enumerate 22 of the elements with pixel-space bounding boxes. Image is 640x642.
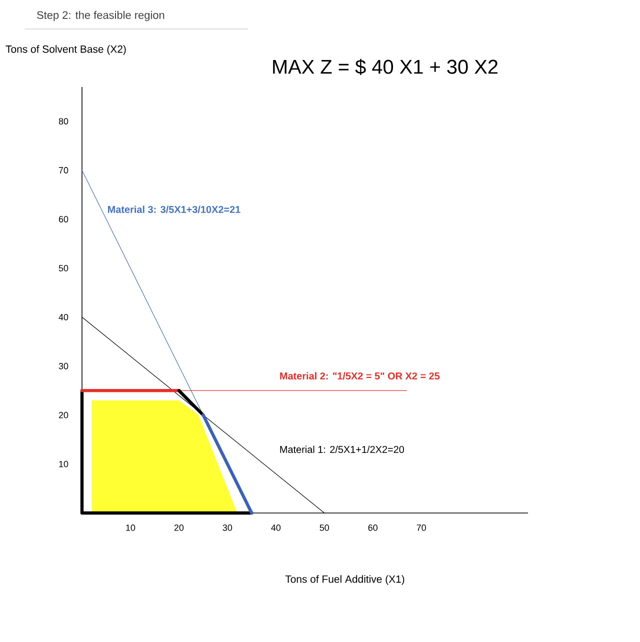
y-tick-label: 20 — [58, 412, 68, 418]
y-tick-label: 50 — [58, 264, 68, 272]
y-tick-label: 40 — [58, 314, 68, 320]
annotation: Material 1: 2/5X1+1/2X2=20 — [280, 446, 404, 453]
y-tick-label: 30 — [58, 362, 68, 370]
x-axis-title: Tons of Fuel Additive (X1) — [285, 575, 404, 585]
x-tick-label: 70 — [416, 524, 426, 531]
x-tick-label: 20 — [174, 524, 184, 531]
y-tick-label: 80 — [58, 118, 68, 124]
annotation: Material 2: "1/5X2 = 5" OR X2 = 25 — [280, 372, 440, 380]
annotation: Material 3: 3/5X1+3/10X2=21 — [108, 206, 240, 214]
chart-subtitle: MAX Z = $ 40 X1 + 30 X2 — [273, 58, 498, 76]
x-tick-label: 30 — [222, 524, 232, 531]
chart-title: Step 2: the feasible region — [37, 10, 164, 22]
y-tick-label: 60 — [58, 216, 68, 222]
x-tick-label: 40 — [271, 524, 281, 531]
y-tick-label: 70 — [58, 167, 68, 174]
x-tick-label: 10 — [126, 524, 136, 531]
x-tick-label: 50 — [320, 524, 330, 531]
y-axis-title: Tons of Solvent Base (X2) — [6, 45, 126, 55]
y-tick-label: 10 — [59, 460, 68, 468]
x-tick-label: 60 — [368, 524, 378, 531]
